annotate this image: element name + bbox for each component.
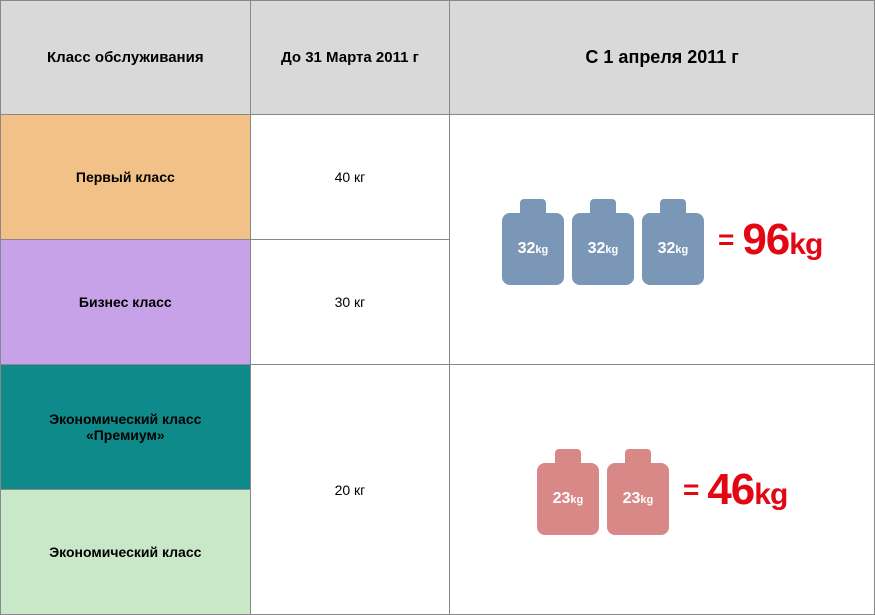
cell-business-class-weight: 30 кг: [250, 240, 450, 365]
suitcase-icon: 23kg: [607, 463, 669, 535]
header-before-date: До 31 Марта 2011 г: [250, 1, 450, 115]
suitcase-weight-label: 32kg: [588, 240, 619, 258]
suitcase-icon: 32kg: [572, 213, 634, 285]
suitcase-weight-label: 23kg: [623, 490, 654, 508]
row-eco-premium: Экономический класс «Премиум» 20 кг 23kg…: [1, 365, 875, 490]
suitcase-icon: 32kg: [502, 213, 564, 285]
equals-sign: =: [718, 224, 734, 256]
suitcase-icon: 23kg: [537, 463, 599, 535]
header-after-date: С 1 апреля 2011 г: [450, 1, 875, 115]
equals-sign: =: [683, 474, 699, 506]
luggage-row-2: 23kg 23kg = 46kg: [458, 445, 866, 535]
cell-eco-premium-name: Экономический класс «Премиум»: [1, 365, 251, 490]
row-first-class: Первый класс 40 кг 32kg 32kg 32kg = 96kg: [1, 115, 875, 240]
total-weight-1: 96kg: [742, 215, 822, 265]
cell-eco-weight: 20 кг: [250, 365, 450, 615]
luggage-row-1: 32kg 32kg 32kg = 96kg: [458, 195, 866, 285]
suitcase-weight-label: 23kg: [553, 490, 584, 508]
cell-first-class-name: Первый класс: [1, 115, 251, 240]
cell-first-class-weight: 40 кг: [250, 115, 450, 240]
suitcase-icon: 32kg: [642, 213, 704, 285]
cell-luggage-group-1: 32kg 32kg 32kg = 96kg: [450, 115, 875, 365]
cell-eco-class-name: Экономический класс: [1, 490, 251, 615]
cell-luggage-group-2: 23kg 23kg = 46kg: [450, 365, 875, 615]
suitcase-weight-label: 32kg: [658, 240, 689, 258]
baggage-allowance-table: Класс обслуживания До 31 Марта 2011 г С …: [0, 0, 875, 615]
cell-business-class-name: Бизнес класс: [1, 240, 251, 365]
header-service-class: Класс обслуживания: [1, 1, 251, 115]
total-weight-2: 46kg: [707, 465, 787, 515]
header-row: Класс обслуживания До 31 Марта 2011 г С …: [1, 1, 875, 115]
suitcase-weight-label: 32kg: [518, 240, 549, 258]
